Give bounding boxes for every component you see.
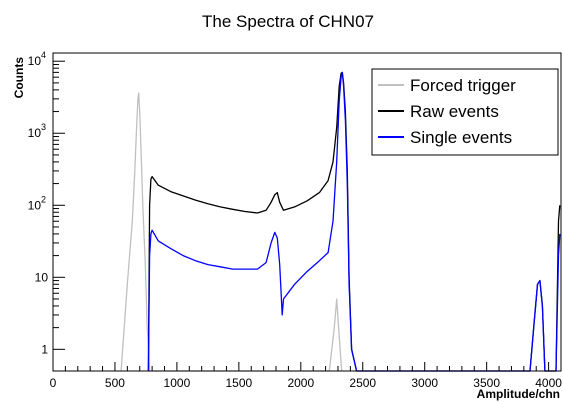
y-tick-label: 10 xyxy=(28,198,42,212)
legend-label: Single events xyxy=(410,128,512,147)
x-axis-title: Amplitude/chn xyxy=(477,387,560,401)
legend-label: Forced trigger xyxy=(410,76,516,95)
x-tick-label: 4000 xyxy=(535,376,562,390)
y-tick-label: 10 xyxy=(28,54,42,68)
x-tick-label: 3000 xyxy=(411,376,438,390)
legend-label: Raw events xyxy=(410,102,499,121)
chart-title: The Spectra of CHN07 xyxy=(202,12,374,31)
x-tick-labels: 0 500 1000 1500 2000 2500 3000 3500 4000 xyxy=(50,376,563,390)
ticks-layer xyxy=(52,60,562,371)
series-line-3 xyxy=(147,71,561,372)
y-tick-exponent: 3 xyxy=(41,122,46,132)
plot-frame xyxy=(52,52,562,372)
y-tick-label: 1 xyxy=(41,342,48,356)
x-tick-label: 3500 xyxy=(473,376,500,390)
series-line-1 xyxy=(120,92,343,372)
x-tick-label: 0 xyxy=(50,376,57,390)
y-tick-label: 10 xyxy=(28,126,42,140)
legend: Forced trigger Raw events Single events xyxy=(371,68,559,156)
y-tick-exponent: 2 xyxy=(41,194,46,204)
x-tick-label: 1000 xyxy=(164,376,191,390)
x-tick-label: 2500 xyxy=(349,376,376,390)
y-axis-title: Counts xyxy=(12,57,26,99)
x-tick-label: 500 xyxy=(105,376,125,390)
y-tick-label: 10 xyxy=(35,270,49,284)
x-tick-label: 2000 xyxy=(287,376,314,390)
y-tick-exponent: 4 xyxy=(41,50,46,60)
x-tick-label: 1500 xyxy=(226,376,253,390)
series-layer xyxy=(120,71,561,372)
